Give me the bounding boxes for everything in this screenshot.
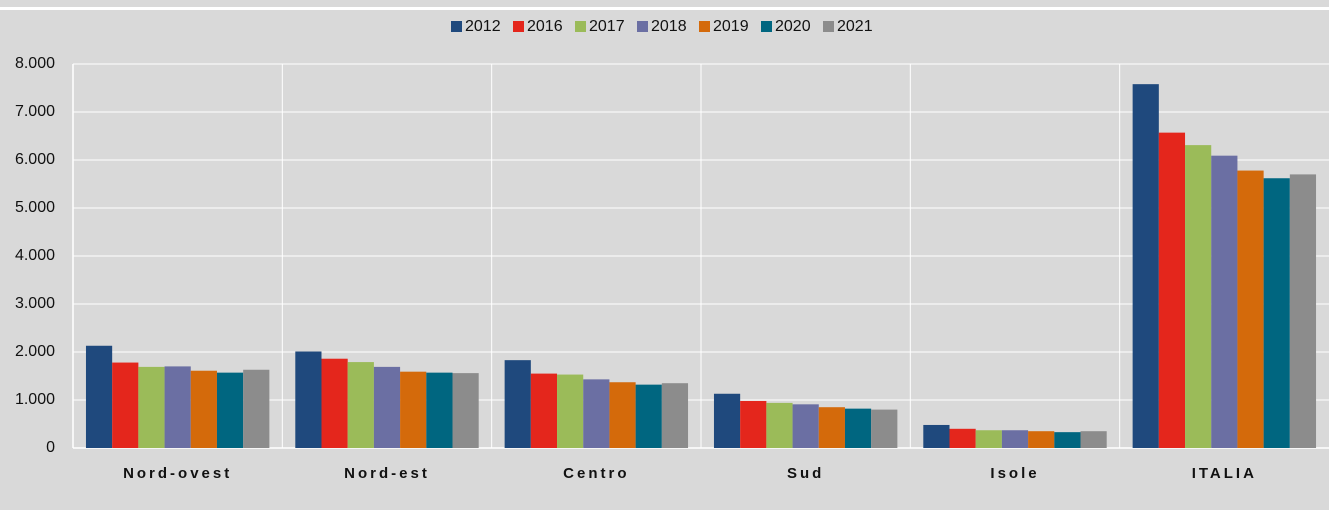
bar [818, 407, 845, 448]
x-tick-label: Centro [563, 465, 629, 482]
bar [426, 372, 453, 448]
bar [504, 360, 531, 448]
bar [1263, 178, 1290, 449]
x-tick-label: Nord-ovest [123, 465, 232, 482]
bar [452, 373, 479, 448]
x-tick-label: Nord-est [344, 465, 430, 482]
bar [138, 366, 165, 448]
top-rule [0, 7, 1329, 10]
y-tick-label: 8.000 [15, 55, 55, 72]
legend-label: 2016 [527, 18, 563, 35]
bar [295, 351, 322, 448]
legend-label: 2021 [837, 18, 873, 35]
bar [1028, 431, 1055, 448]
legend-swatch [761, 21, 772, 32]
bar [190, 370, 217, 448]
bar [844, 408, 872, 448]
bar [347, 362, 374, 448]
legend-label: 2020 [775, 18, 811, 35]
bar [164, 366, 191, 448]
bar [530, 373, 558, 448]
bar [740, 400, 767, 448]
y-tick-label: 7.000 [15, 103, 55, 120]
bar [1001, 430, 1029, 448]
bar [1289, 174, 1317, 448]
y-tick-label: 2.000 [15, 343, 55, 360]
bar [871, 409, 898, 448]
bar [216, 372, 244, 448]
bar [112, 362, 139, 448]
legend-label: 2018 [651, 18, 687, 35]
y-tick-label: 0 [46, 439, 55, 456]
bar [661, 383, 689, 448]
bar [792, 404, 819, 448]
x-tick-label: ITALIA [1192, 465, 1257, 482]
x-tick-label: Sud [787, 465, 824, 482]
bar [85, 345, 113, 448]
bar [1132, 84, 1159, 448]
y-tick-label: 6.000 [15, 151, 55, 168]
bar [1211, 155, 1238, 448]
y-tick-label: 4.000 [15, 247, 55, 264]
bar [635, 384, 662, 448]
bar [713, 393, 741, 448]
legend-swatch [699, 21, 710, 32]
bar [583, 379, 610, 448]
legend-swatch [451, 21, 462, 32]
bar [400, 371, 427, 448]
y-tick-label: 5.000 [15, 199, 55, 216]
bar [766, 402, 793, 448]
legend-label: 2017 [589, 18, 625, 35]
bar [923, 424, 950, 448]
legend-swatch [823, 21, 834, 32]
legend-label: 2012 [465, 18, 501, 35]
legend-swatch [637, 21, 648, 32]
bar [373, 366, 401, 448]
bar [557, 374, 584, 448]
legend-swatch [575, 21, 586, 32]
bar [1158, 132, 1186, 448]
bar [321, 358, 348, 448]
legend-swatch [513, 21, 524, 32]
bar [243, 369, 270, 448]
bar [609, 382, 636, 448]
bar [1237, 170, 1264, 448]
y-tick-label: 1.000 [15, 391, 55, 408]
bar [1080, 431, 1107, 448]
bar [949, 428, 976, 448]
bar [975, 430, 1002, 448]
legend-label: 2019 [713, 18, 749, 35]
y-tick-label: 3.000 [15, 295, 55, 312]
x-tick-label: Isole [990, 465, 1039, 482]
bar [1185, 145, 1212, 448]
bar [1054, 432, 1081, 448]
